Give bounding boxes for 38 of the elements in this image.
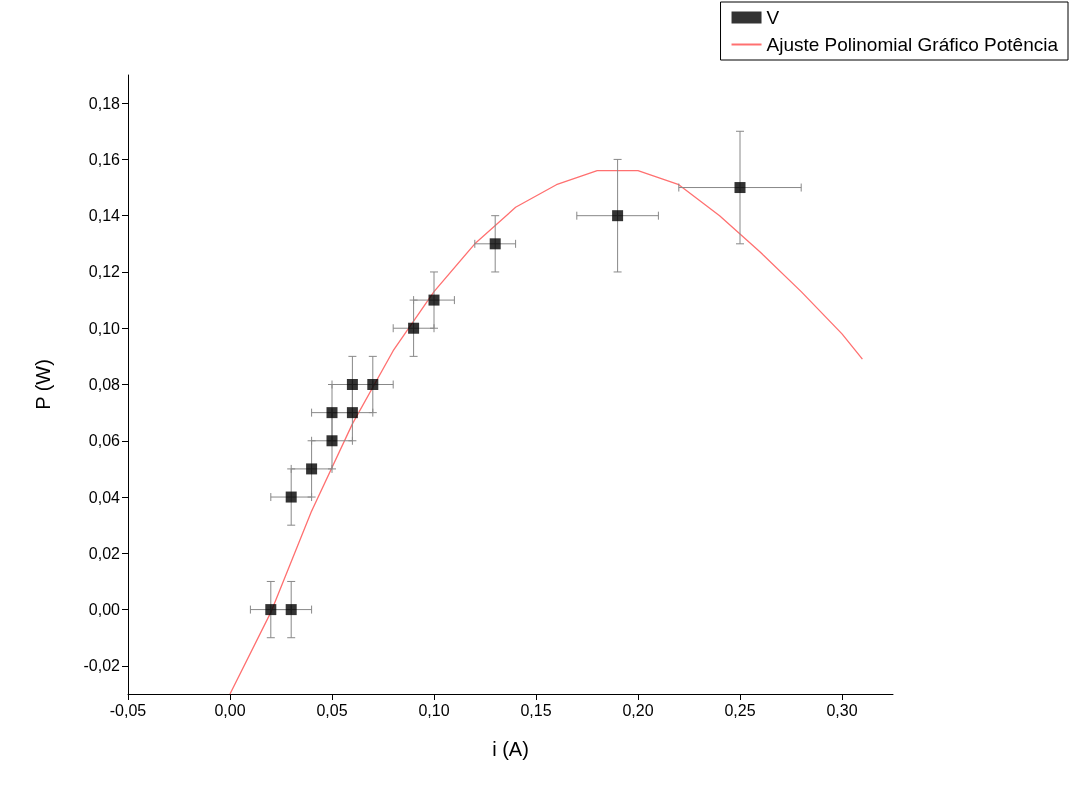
x-tick-label: 0,00 [214, 701, 246, 719]
line-series [229, 170, 864, 695]
y-tick-label: 0,10 [88, 319, 121, 337]
y-tick-label: 0,12 [88, 263, 121, 281]
point [408, 322, 420, 334]
point [612, 210, 624, 222]
y-tick-label: 0,04 [88, 488, 121, 506]
point [346, 407, 358, 419]
x-tick-label: 0,30 [826, 701, 858, 719]
point [367, 379, 379, 390]
legend-label: V [766, 7, 780, 28]
x-tick-label: 0,20 [622, 701, 654, 719]
y-tick-label: 0,08 [88, 376, 121, 393]
point [285, 491, 297, 503]
x-tick-label: 0,15 [520, 701, 552, 719]
y-tick-label: -0,02 [83, 657, 121, 675]
y-tick-label: 0,14 [88, 207, 121, 225]
y-tick-label: 0,00 [88, 601, 121, 619]
point [346, 379, 358, 390]
x-tick-label: 0,10 [418, 701, 450, 719]
x-tick-label: 0,25 [724, 701, 756, 719]
point [326, 407, 338, 419]
x-axis-title: i (A) [492, 738, 529, 760]
point [285, 604, 297, 616]
point [306, 463, 318, 475]
point [428, 294, 440, 306]
y-tick-label: 0,18 [88, 94, 121, 112]
point [265, 604, 277, 616]
x-tick-label: 0,05 [316, 701, 348, 719]
point [734, 182, 746, 194]
y-axis-title: P (W) [32, 359, 54, 410]
point [489, 238, 501, 250]
y-tick-label: 0,06 [88, 432, 121, 450]
point [326, 435, 338, 447]
y-tick-label: 0,16 [88, 150, 121, 168]
legend-label: Ajuste Polinomial Gráfico Potência [766, 34, 1059, 55]
x-tick-label: -0,05 [109, 701, 147, 719]
y-tick-label: 0,02 [88, 544, 121, 562]
